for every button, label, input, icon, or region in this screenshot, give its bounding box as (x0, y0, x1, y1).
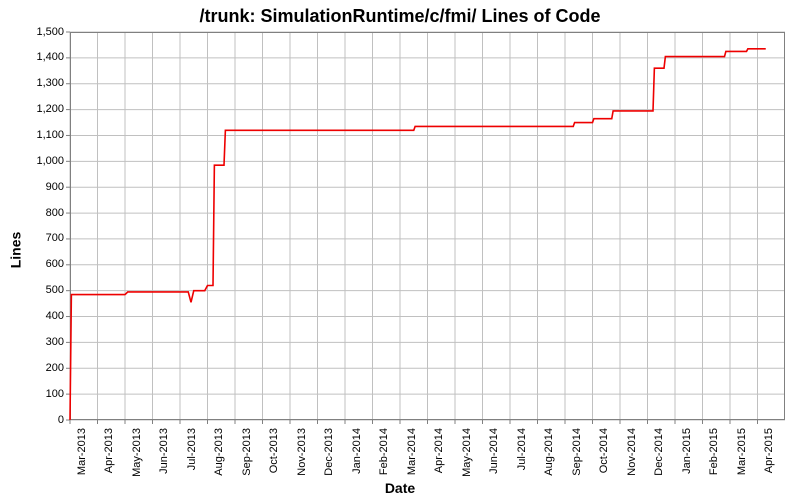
x-tick-label: Aug-2014 (543, 428, 555, 500)
x-tick-label: Oct-2013 (268, 428, 280, 500)
x-tick-label: May-2013 (131, 428, 143, 500)
x-tick-label: Feb-2015 (708, 428, 720, 500)
x-tick-label: Sep-2014 (571, 428, 583, 500)
y-tick-label: 400 (14, 310, 64, 322)
y-tick-label: 200 (14, 362, 64, 374)
x-tick-label: Jul-2014 (516, 428, 528, 500)
x-tick-label: Apr-2014 (433, 428, 445, 500)
x-tick-label: Jan-2014 (351, 428, 363, 500)
x-tick-label: Mar-2014 (406, 428, 418, 500)
y-tick-label: 500 (14, 284, 64, 296)
y-tick-label: 700 (14, 232, 64, 244)
x-axis-label: Date (0, 480, 800, 496)
y-tick-label: 1,300 (14, 77, 64, 89)
x-tick-label: Mar-2015 (736, 428, 748, 500)
y-tick-label: 1,400 (14, 51, 64, 63)
y-tick-label: 100 (14, 388, 64, 400)
y-tick-label: 1,100 (14, 129, 64, 141)
x-tick-label: Feb-2014 (378, 428, 390, 500)
plot-area (70, 32, 785, 420)
x-tick-label: May-2014 (461, 428, 473, 500)
y-tick-label: 1,200 (14, 103, 64, 115)
x-tick-label: Jan-2015 (681, 428, 693, 500)
y-tick-label: 1,000 (14, 155, 64, 167)
x-tick-label: Dec-2014 (653, 428, 665, 500)
x-tick-label: Sep-2013 (241, 428, 253, 500)
chart-title: /trunk: SimulationRuntime/c/fmi/ Lines o… (0, 6, 800, 27)
loc-chart: /trunk: SimulationRuntime/c/fmi/ Lines o… (0, 0, 800, 500)
x-tick-label: Jul-2013 (186, 428, 198, 500)
plot-svg (70, 32, 785, 420)
x-tick-label: Jun-2013 (158, 428, 170, 500)
y-tick-label: 300 (14, 336, 64, 348)
x-tick-label: Mar-2013 (76, 428, 88, 500)
x-tick-label: Nov-2014 (626, 428, 638, 500)
x-tick-label: Nov-2013 (296, 428, 308, 500)
y-tick-label: 1,500 (14, 26, 64, 38)
x-tick-label: Jun-2014 (488, 428, 500, 500)
x-tick-label: Apr-2013 (103, 428, 115, 500)
y-tick-label: 0 (14, 414, 64, 426)
x-tick-label: Oct-2014 (598, 428, 610, 500)
y-tick-label: 600 (14, 258, 64, 270)
x-tick-label: Aug-2013 (213, 428, 225, 500)
y-tick-label: 900 (14, 181, 64, 193)
y-tick-label: 800 (14, 207, 64, 219)
x-tick-label: Apr-2015 (763, 428, 775, 500)
x-tick-label: Dec-2013 (323, 428, 335, 500)
